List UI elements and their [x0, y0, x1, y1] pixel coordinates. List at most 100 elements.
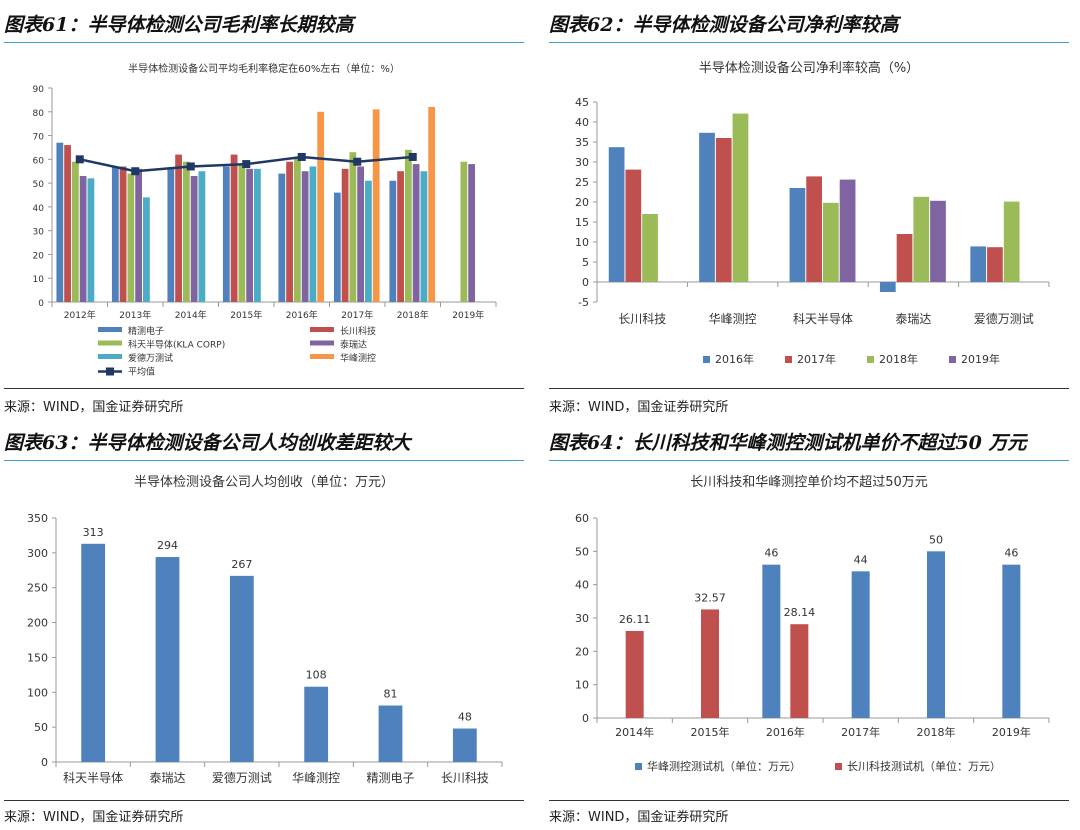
- y-tick-label: 0: [582, 712, 589, 725]
- x-tick-label: 长川科技: [618, 312, 666, 326]
- legend-label: 长川科技: [340, 325, 376, 337]
- bar: [79, 175, 87, 302]
- average-marker: [75, 155, 84, 164]
- bar: [143, 197, 150, 302]
- bar: [913, 196, 930, 282]
- title-rule: [549, 42, 1069, 43]
- data-label: 108: [306, 669, 327, 682]
- x-tick-label: 2019年: [992, 725, 1031, 739]
- bar: [229, 575, 254, 762]
- legend-marker: [106, 367, 114, 376]
- source-rule: [4, 800, 524, 801]
- legend-label: 精测电子: [128, 325, 164, 337]
- legend-label: 2019年: [961, 352, 1000, 366]
- x-tick-label: 2014年: [175, 309, 207, 321]
- bar: [930, 200, 946, 282]
- y-tick-label: 30: [33, 228, 45, 238]
- legend-swatch: [310, 327, 334, 332]
- bar: [111, 166, 119, 302]
- y-tick-label: 10: [33, 275, 45, 285]
- average-marker: [353, 157, 362, 166]
- y-tick-label: 40: [575, 579, 589, 592]
- panel-fig61: 图表61：半导体检测公司毛利率长期较高 半导体检测设备公司平均毛利率稳定在60%…: [4, 4, 524, 415]
- bar: [625, 630, 644, 718]
- legend-swatch: [949, 356, 956, 363]
- bar: [823, 202, 839, 282]
- bar: [365, 180, 372, 302]
- bar: [790, 624, 809, 718]
- bar: [397, 171, 404, 302]
- bar: [1002, 564, 1021, 718]
- data-label: 50: [929, 533, 943, 546]
- bar: [278, 173, 286, 302]
- y-tick-label: 10: [575, 679, 589, 692]
- legend-label: 爱德万测试: [128, 352, 173, 364]
- bar: [167, 168, 175, 302]
- data-label: 44: [854, 553, 868, 566]
- bar: [987, 247, 1003, 282]
- average-marker: [131, 167, 140, 176]
- chart-title: 半导体检测设备公司净利率较高（%）: [699, 60, 919, 76]
- y-tick-label: 30: [575, 612, 589, 625]
- panel-fig64: 图表64：长川科技和华峰测控测试机单价不超过50 万元 长川科技和华峰测控单价均…: [549, 424, 1069, 826]
- x-tick-label: 爱德万测试: [212, 770, 272, 785]
- legend-swatch: [635, 763, 642, 770]
- x-tick-label: 2012年: [64, 309, 96, 321]
- bar: [452, 728, 477, 762]
- y-tick-label: 50: [33, 180, 45, 190]
- data-label: 267: [231, 558, 252, 571]
- y-tick-label: 350: [27, 512, 48, 525]
- legend-label: 2018年: [879, 352, 918, 366]
- data-label: 294: [157, 539, 178, 552]
- y-tick-label: 5: [582, 256, 589, 269]
- y-tick-label: 70: [33, 133, 45, 143]
- legend-label: 华峰测控: [340, 352, 376, 364]
- source-rule: [549, 800, 1069, 801]
- panel-fig62: 图表62：半导体检测设备公司净利率较高 半导体检测设备公司净利率较高（%） -5 0…: [549, 4, 1069, 415]
- bar: [762, 564, 781, 718]
- bar: [460, 161, 468, 302]
- y-tick-label: 150: [27, 651, 48, 664]
- data-label: 48: [458, 711, 472, 724]
- x-tick-label: 2015年: [230, 309, 262, 321]
- data-label: 46: [1004, 547, 1018, 560]
- panel-fig63: 图表63：半导体检测设备公司人均创收差距较大 半导体检测设备公司人均创收（单位：…: [4, 424, 524, 826]
- y-tick-label: -5: [578, 296, 589, 309]
- bar: [789, 188, 806, 282]
- bar: [625, 169, 642, 282]
- chart-net-margin: 半导体检测设备公司净利率较高（%） -5 0 5 10 15 20 25 30 35 40 45 长川科…: [575, 60, 1050, 366]
- legend-swatch: [98, 340, 122, 346]
- bar: [175, 154, 182, 302]
- legend-label: 2017年: [797, 352, 836, 366]
- y-tick-label: 50: [34, 721, 48, 734]
- source-note: 来源：WIND，国金证券研究所: [4, 400, 184, 415]
- average-marker: [408, 152, 417, 161]
- y-tick-label: 80: [33, 109, 45, 119]
- x-tick-label: 科天半导体: [793, 312, 853, 326]
- bar: [333, 192, 341, 302]
- x-tick-label: 2017年: [841, 725, 880, 739]
- x-tick-label: 泰瑞达: [149, 771, 185, 785]
- bar: [190, 175, 198, 302]
- bar: [839, 179, 856, 282]
- legend-swatch: [310, 340, 334, 346]
- bar: [372, 109, 380, 303]
- y-tick-label: 30: [575, 156, 589, 169]
- bar: [412, 164, 420, 302]
- y-tick-label: 200: [27, 617, 48, 630]
- y-tick-label: 20: [575, 645, 589, 658]
- bar: [238, 164, 246, 302]
- x-tick-label: 2018年: [397, 309, 429, 321]
- bar: [317, 111, 325, 303]
- x-tick-label: 科天半导体: [63, 771, 123, 785]
- bar: [293, 156, 301, 302]
- bar: [349, 152, 357, 302]
- bar: [304, 686, 329, 762]
- chart-gross-margin: 半导体检测设备公司平均毛利率稳定在60%左右（单位：%） 0 10 20 30 40 50 6…: [33, 62, 497, 378]
- data-label: 28.14: [784, 606, 816, 619]
- bar: [699, 132, 715, 282]
- panel-title: 图表63：半导体检测设备公司人均创收差距较大: [4, 432, 411, 454]
- source-note: 来源：WIND，国金证券研究所: [549, 810, 729, 825]
- legend-swatch: [98, 327, 122, 332]
- y-tick-label: 45: [575, 96, 589, 109]
